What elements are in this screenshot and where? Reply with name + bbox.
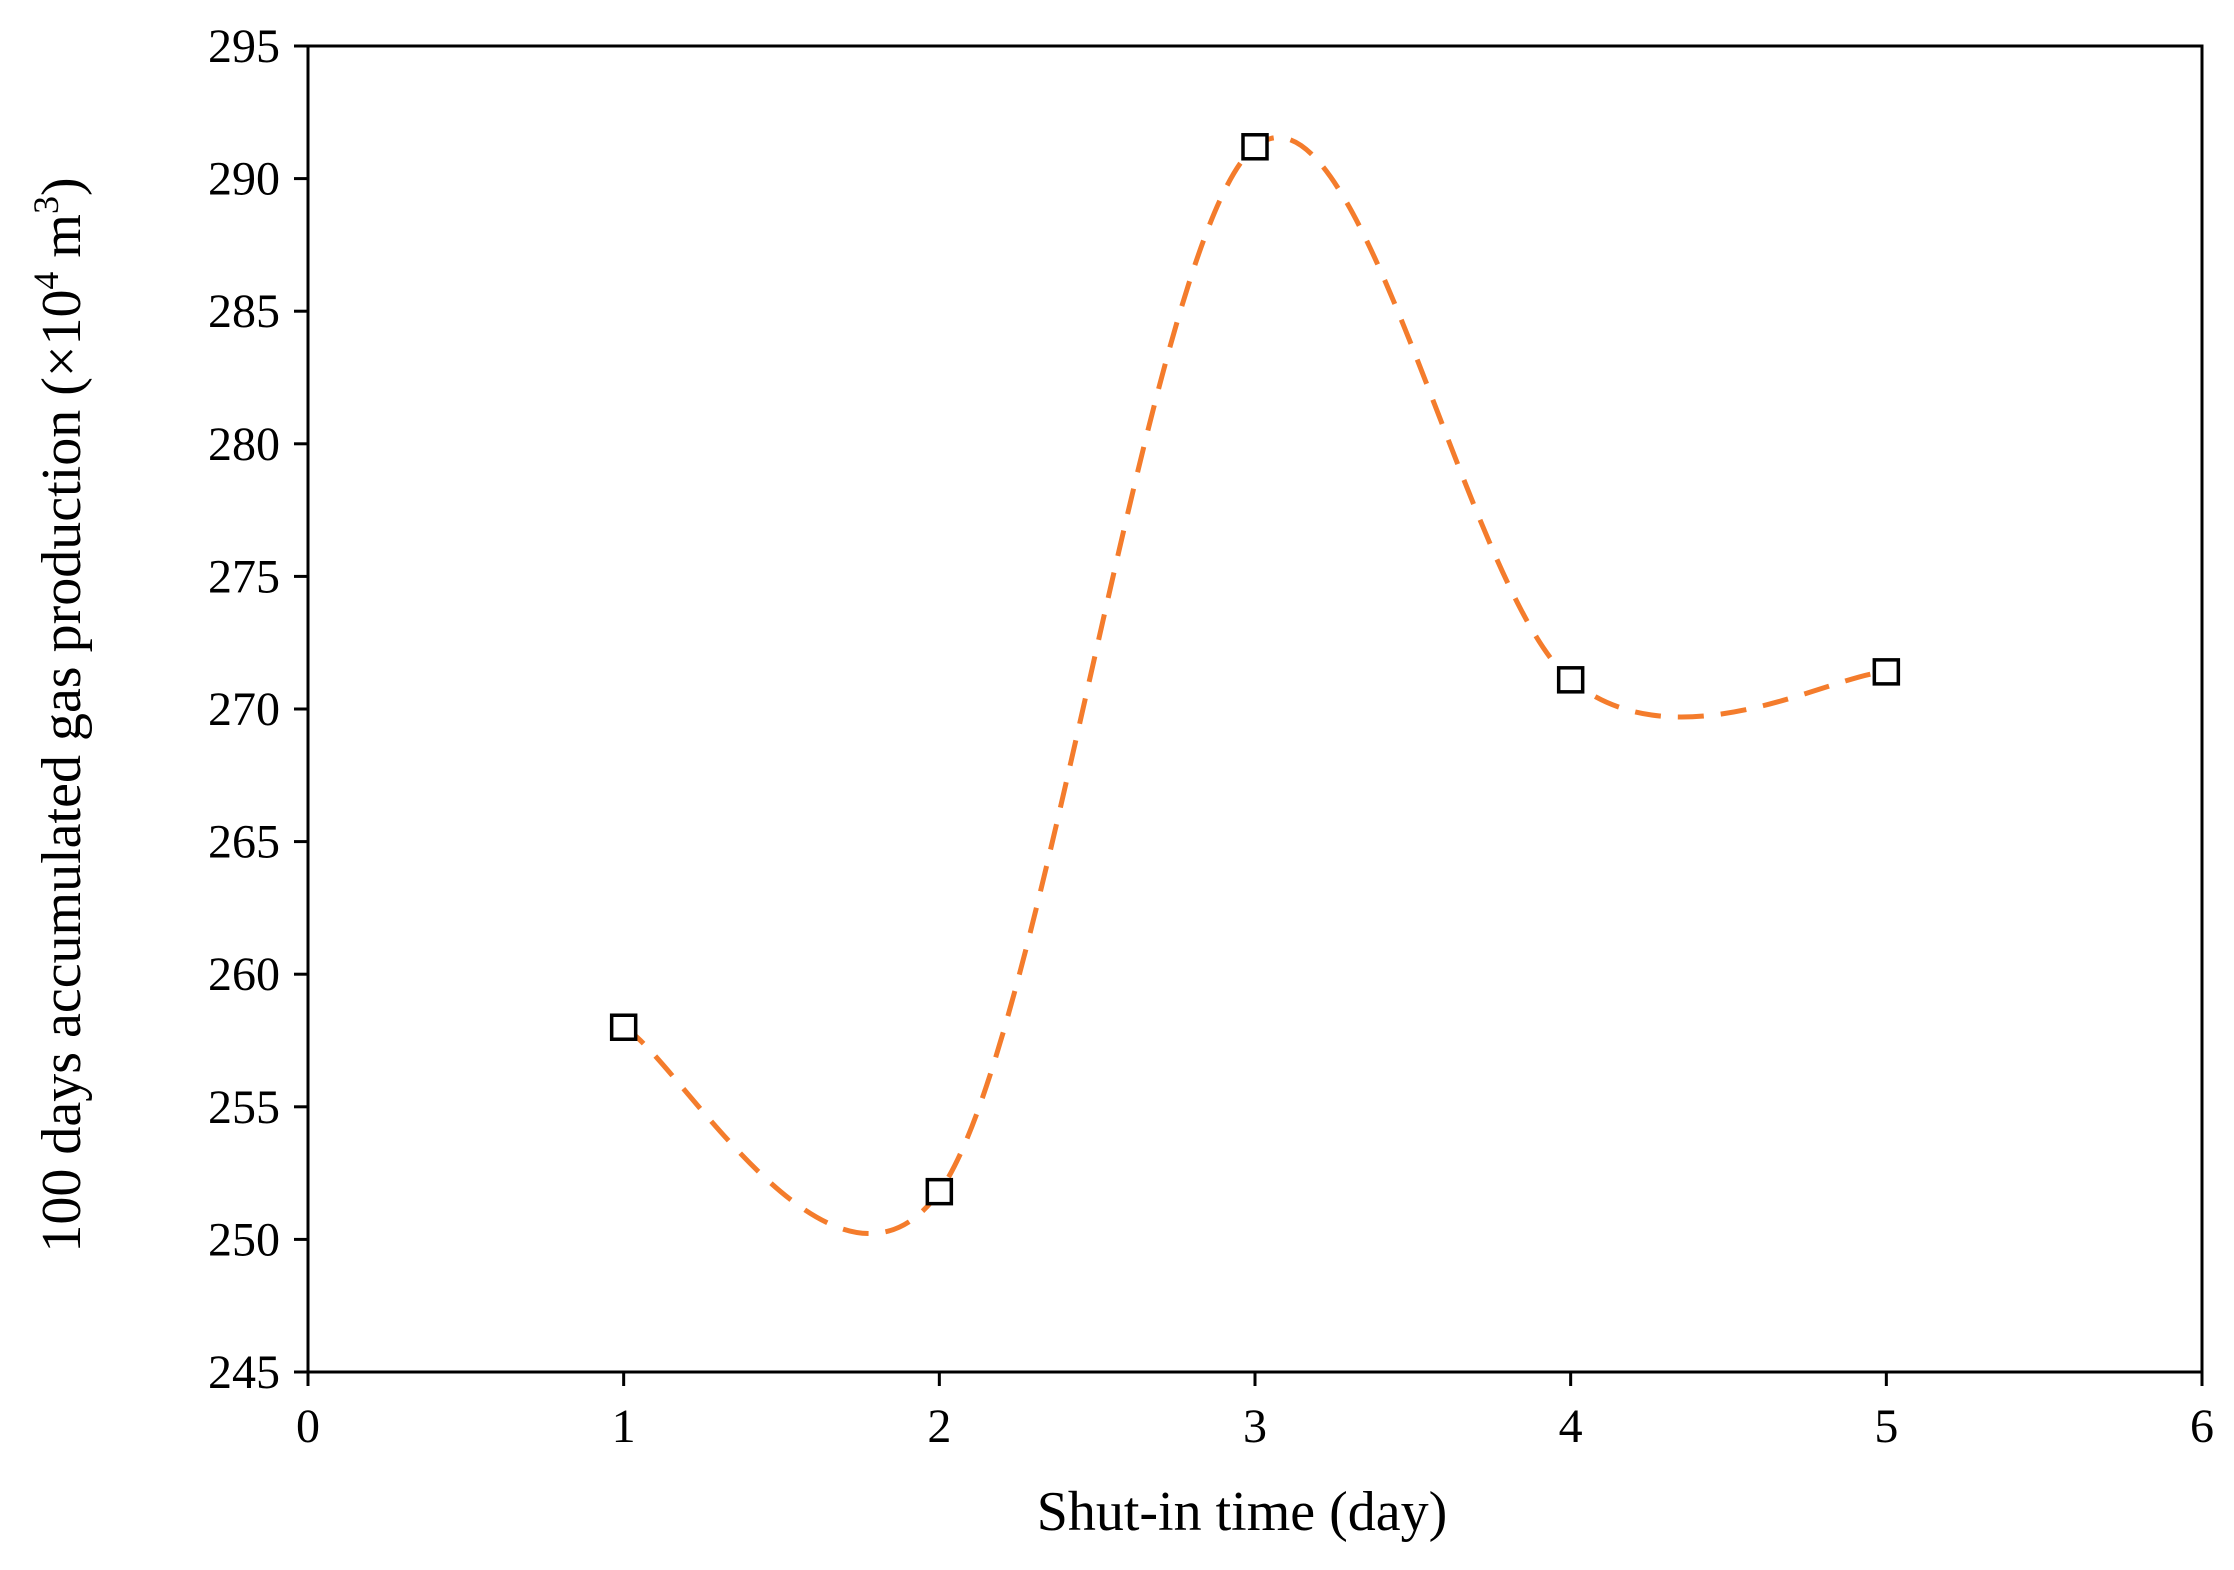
y-axis-title-sup1: 4 bbox=[26, 272, 66, 290]
data-point-marker bbox=[1241, 133, 1269, 161]
y-axis-title-sup2: 3 bbox=[26, 196, 66, 214]
data-point-marker bbox=[1556, 666, 1585, 694]
y-tick-label: 270 bbox=[208, 683, 280, 736]
y-tick-label: 250 bbox=[208, 1213, 280, 1266]
x-tick-label: 6 bbox=[2190, 1400, 2214, 1453]
y-axis-title-prefix: 100 days accumulated gas production (×10 bbox=[31, 290, 93, 1253]
x-tick-label: 1 bbox=[612, 1400, 636, 1453]
y-axis-title-mid: m bbox=[31, 214, 93, 272]
data-point-marker bbox=[1872, 658, 1901, 686]
x-tick-label: 0 bbox=[296, 1400, 320, 1453]
x-tick-label: 2 bbox=[927, 1400, 951, 1453]
y-tick-label: 285 bbox=[208, 285, 280, 338]
y-axis-title: 100 days accumulated gas production (×10… bbox=[26, 177, 93, 1252]
y-tick-label: 245 bbox=[208, 1346, 280, 1399]
y-tick-label: 265 bbox=[208, 816, 280, 869]
series-trend-line bbox=[622, 135, 1887, 1237]
x-tick-label: 4 bbox=[1559, 1400, 1583, 1453]
y-tick-label: 255 bbox=[208, 1081, 280, 1134]
data-point-marker bbox=[609, 1013, 638, 1041]
y-axis-title-suffix: ) bbox=[31, 177, 93, 196]
x-axis-title: Shut-in time (day) bbox=[1037, 1481, 1448, 1543]
y-tick-label: 260 bbox=[208, 948, 280, 1001]
y-tick-label: 275 bbox=[208, 550, 280, 603]
data-point-marker bbox=[925, 1177, 954, 1206]
x-tick-label: 5 bbox=[1874, 1400, 1898, 1453]
y-tick-label: 280 bbox=[208, 418, 280, 471]
plot-frame bbox=[306, 44, 2204, 1374]
x-tick-label: 3 bbox=[1243, 1400, 1267, 1453]
y-tick-label: 295 bbox=[208, 20, 280, 73]
y-tick-label: 290 bbox=[208, 153, 280, 206]
